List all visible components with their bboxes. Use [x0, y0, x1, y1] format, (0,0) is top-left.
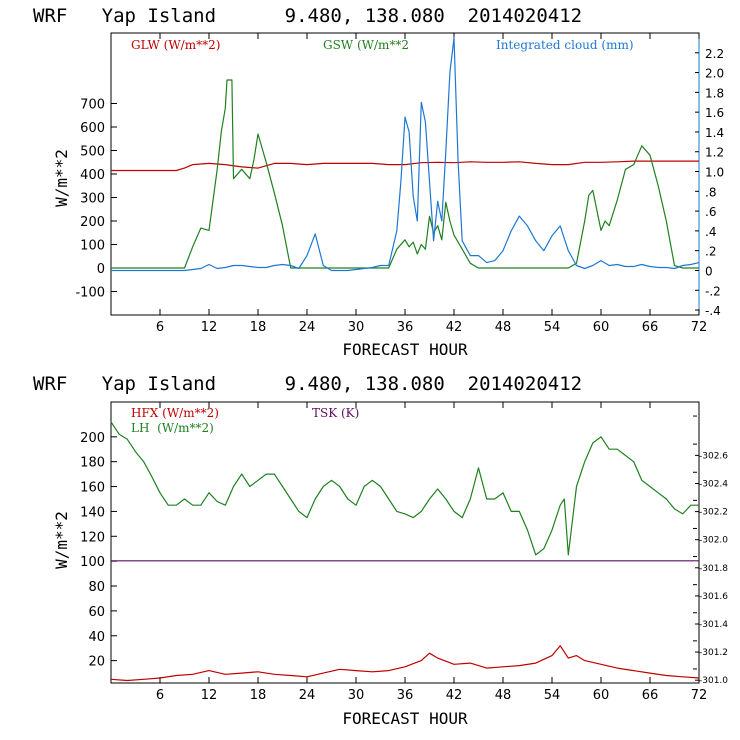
y2-tick-label: 2.0 [705, 67, 724, 81]
x-tick-label: 12 [201, 688, 218, 703]
y-tick-label: 120 [80, 530, 105, 545]
x-tick-label: 30 [348, 688, 365, 703]
y-tick-label: 40 [88, 630, 105, 645]
y-tick-label: 300 [80, 192, 105, 207]
series-line-integrated [111, 37, 700, 272]
x-tick-label: 66 [642, 320, 659, 335]
series-line-glw [111, 160, 699, 172]
x-tick-label: 42 [446, 688, 463, 703]
x-tick-label: 48 [495, 320, 512, 335]
y-tick-label: 100 [80, 239, 105, 254]
x-tick-label: 18 [250, 688, 267, 703]
y-tick-label: 500 [80, 145, 105, 160]
y-tick-label: -100 [75, 286, 105, 301]
y2-tick-label: -301.4 [699, 620, 728, 630]
chart2-legend-hfx: HFX (W/m**2) [131, 406, 219, 420]
y2-tick-label: 1.0 [705, 166, 724, 180]
chart2-x-ticks: 6 12 18 24 30 36 42 48 54 60 66 72 [156, 402, 707, 703]
y2-tick-label: -302.4 [699, 479, 728, 489]
chart2-title: WRF Yap Island 9.480, 138.080 2014020412 [33, 373, 582, 395]
x-tick-label: 36 [397, 688, 414, 703]
x-tick-label: 6 [156, 688, 164, 703]
y2-tick-label: 2.2 [705, 47, 724, 61]
y2-tick-label: -302.6 [699, 451, 728, 461]
chart1-y-ticks: -100 0 100 200 300 400 500 600 700 [75, 98, 117, 301]
y-tick-label: 0 [97, 262, 105, 277]
x-tick-label: 36 [397, 320, 414, 335]
series-line-hfx [110, 645, 700, 682]
chart1-y2-ticks: -.4 -.2 0 .2 .4 .6 .8 1.0 1.2 1.4 1.6 1.8 2.0 2.2 [695, 47, 724, 318]
y2-tick-label: .4 [705, 225, 716, 239]
y2-tick-label: -301.8 [699, 564, 728, 574]
x-tick-label: 72 [691, 688, 708, 703]
y-tick-label: 160 [80, 481, 105, 496]
chart2-y-ticks: 20 40 60 80 100 120 140 160 180 200 [80, 431, 117, 670]
x-tick-label: 48 [495, 688, 512, 703]
y2-tick-label: 1.8 [705, 86, 724, 100]
x-tick-label: 18 [250, 320, 267, 335]
chart1-x-ticks: 6 12 18 24 30 36 42 48 54 60 66 72 [156, 33, 707, 335]
y2-tick-label: -302.0 [699, 536, 728, 546]
x-tick-label: 24 [299, 688, 316, 703]
x-tick-label: 42 [446, 320, 463, 335]
chart2-y2-ticks: -301.0 -301.2 -301.4 -301.6 -301.8 -302.0 -302… [693, 415, 728, 686]
series-line-lh [110, 421, 699, 556]
y-tick-label: 140 [80, 505, 105, 520]
chart2-y-label: W/m**2 [52, 511, 71, 569]
chart1-frame [110, 32, 700, 316]
x-tick-label: 72 [691, 320, 708, 335]
y-tick-label: 700 [80, 98, 105, 113]
y-tick-label: 400 [80, 168, 105, 183]
y-tick-label: 200 [80, 431, 105, 446]
y2-tick-label: -301.2 [699, 648, 728, 658]
y2-tick-label: 1.4 [705, 126, 724, 140]
series-line-gsw [111, 79, 699, 269]
chart1-legend-glw: GLW (W/m**2) [131, 38, 220, 52]
chart1-series [111, 37, 700, 272]
y2-tick-label: .6 [705, 205, 716, 219]
x-tick-label: 60 [593, 320, 610, 335]
y2-tick-label: .2 [705, 245, 716, 259]
y-tick-label: 200 [80, 215, 105, 230]
y-tick-label: 60 [88, 605, 105, 620]
chart1-x-label: FORECAST HOUR [342, 340, 468, 359]
y2-tick-label: 1.6 [705, 106, 724, 120]
y-tick-label: 80 [88, 580, 105, 595]
y2-tick-label: 1.2 [705, 146, 724, 160]
chart2-frame [110, 401, 700, 684]
y2-tick-label: -.4 [705, 304, 721, 318]
x-tick-label: 66 [642, 688, 659, 703]
chart2-legend-lh: LH (W/m**2) [131, 421, 214, 435]
y-tick-label: 20 [88, 655, 105, 670]
y2-tick-label: -.2 [705, 284, 721, 298]
y2-tick-label: .8 [705, 185, 716, 199]
chart1-legend-cloud: Integrated cloud (mm) [496, 38, 634, 52]
chart2-legend-tsk: TSK (K) [312, 406, 359, 420]
y2-tick-label: -301.6 [699, 592, 728, 602]
x-tick-label: 12 [201, 320, 218, 335]
x-tick-label: 24 [299, 320, 316, 335]
chart1-legend-gsw: GSW (W/m**2 [323, 38, 409, 52]
x-tick-label: 54 [544, 688, 561, 703]
y2-tick-label: -301.0 [699, 676, 728, 686]
y2-tick-label: -302.2 [699, 508, 728, 518]
chart2-x-label: FORECAST HOUR [342, 709, 468, 728]
chart1-title: WRF Yap Island 9.480, 138.080 2014020412 [33, 5, 582, 27]
chart2-series [110, 421, 700, 682]
y-tick-label: 600 [80, 121, 105, 136]
y-tick-label: 180 [80, 456, 105, 471]
y2-tick-label: 0 [705, 264, 713, 278]
x-tick-label: 54 [544, 320, 561, 335]
x-tick-label: 6 [156, 320, 164, 335]
x-tick-label: 30 [348, 320, 365, 335]
chart1-y-label: W/m**2 [52, 149, 71, 207]
y-tick-label: 100 [80, 555, 105, 570]
x-tick-label: 60 [593, 688, 610, 703]
